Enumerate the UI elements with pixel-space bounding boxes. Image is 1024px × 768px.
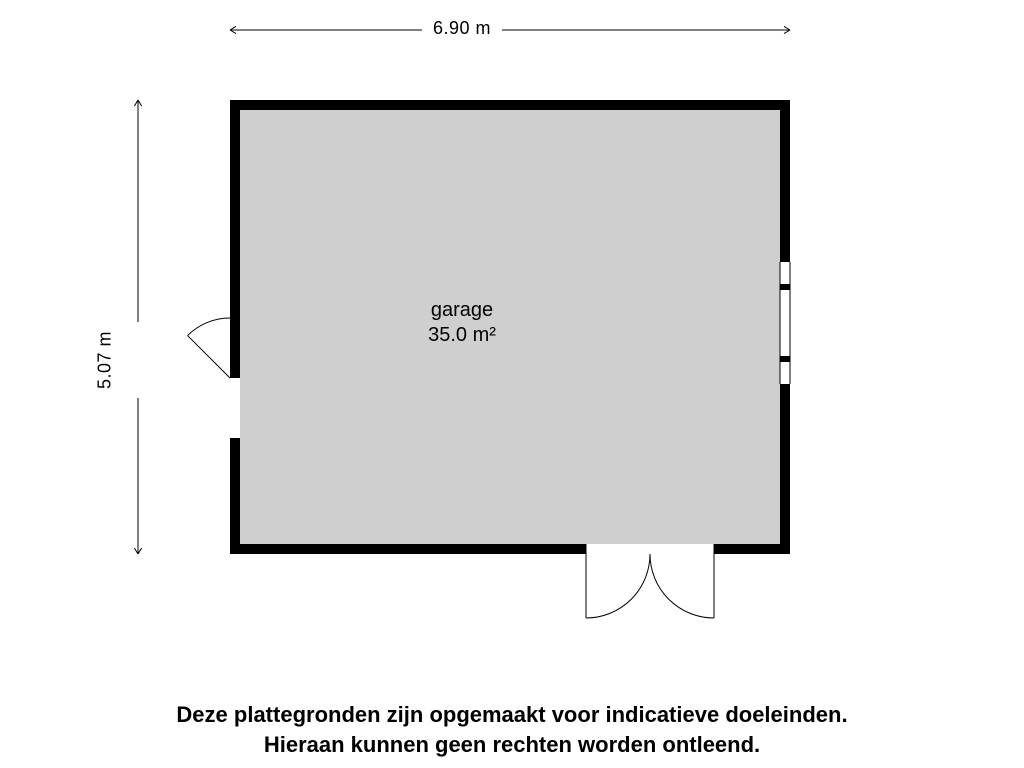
footer-disclaimer: Deze plattegronden zijn opgemaakt voor i…	[0, 700, 1024, 759]
dimension-height-label: 5.07 m	[95, 331, 116, 389]
footer-line-2: Hieraan kunnen geen rechten worden ontle…	[264, 732, 760, 757]
floorplan-svg	[0, 0, 1024, 768]
room-area: 35.0 m²	[428, 324, 496, 346]
dimension-width-label: 6.90 m	[433, 18, 491, 39]
room-label: garage 35.0 m²	[428, 298, 496, 348]
room-name: garage	[431, 299, 493, 321]
floorplan-canvas: 6.90 m 5.07 m garage 35.0 m² Deze platte…	[0, 0, 1024, 768]
footer-line-1: Deze plattegronden zijn opgemaakt voor i…	[176, 702, 847, 727]
